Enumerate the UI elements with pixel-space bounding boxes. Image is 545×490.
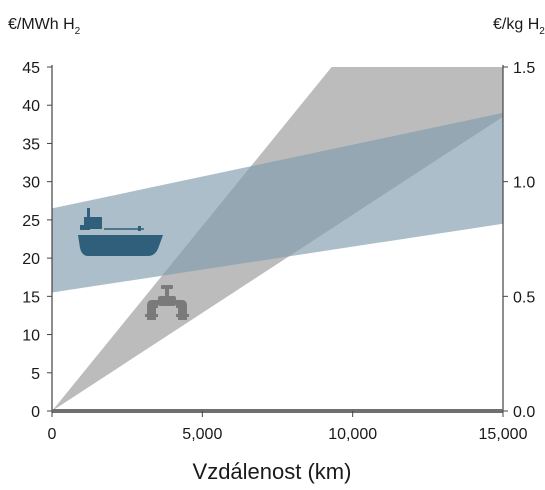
chart-areas — [52, 67, 503, 411]
valve-handle — [161, 285, 173, 289]
y-right-tick-label: 0.0 — [513, 404, 535, 421]
y-left-tick-label: 10 — [22, 328, 40, 345]
x-tick-label: 0 — [48, 426, 57, 443]
y-left-tick-label: 0 — [31, 404, 40, 421]
y-left-tick-label: 5 — [31, 366, 40, 383]
valve-body — [158, 296, 176, 306]
chart-axes — [51, 65, 504, 413]
y-right-unit-label: €/kg H2 — [493, 16, 545, 37]
ship-icon — [78, 208, 163, 256]
y-left-tick-label: 15 — [22, 289, 40, 306]
y-left-tick-label: 20 — [22, 251, 40, 268]
y-left-tick-label: 30 — [22, 175, 40, 192]
y-left-unit-text: €/MWh H — [8, 16, 75, 33]
pipeline-icon — [145, 285, 189, 320]
x-tick-label: 10,000 — [328, 426, 377, 443]
y-right-tick-label: 1.0 — [513, 175, 535, 192]
y-right-tick-label: 1.5 — [513, 60, 535, 77]
y-left-unit-label: €/MWh H2 — [8, 16, 81, 37]
x-tick-label: 15,000 — [479, 426, 528, 443]
ship-mast — [87, 208, 90, 218]
ship-post — [138, 226, 141, 231]
flange-left — [145, 314, 158, 317]
y-left-tick-label: 40 — [22, 98, 40, 115]
x-axis-title: Vzdálenost (km) — [193, 459, 352, 484]
y-right-unit-subscript: 2 — [539, 26, 545, 37]
x-tick-label: 5,000 — [182, 426, 222, 443]
y-left-unit-subscript: 2 — [75, 26, 81, 37]
y-left-tick-label: 25 — [22, 213, 40, 230]
y-right-unit-text: €/kg H — [493, 16, 539, 33]
valve-stem — [165, 289, 169, 296]
ship-bridge — [80, 225, 90, 230]
y-left-tick-label: 45 — [22, 60, 40, 77]
area-band-ship — [52, 112, 503, 293]
y-right-tick-label: 0.5 — [513, 289, 535, 306]
chart-ticks: 0 5 10 15 20 25 30 35 40 45 0.0 0.5 1.0 1.5 0 5,000 10,0… — [22, 60, 535, 443]
ship-hull — [78, 235, 163, 256]
flange-right — [176, 314, 189, 317]
y-left-tick-label: 35 — [22, 136, 40, 153]
